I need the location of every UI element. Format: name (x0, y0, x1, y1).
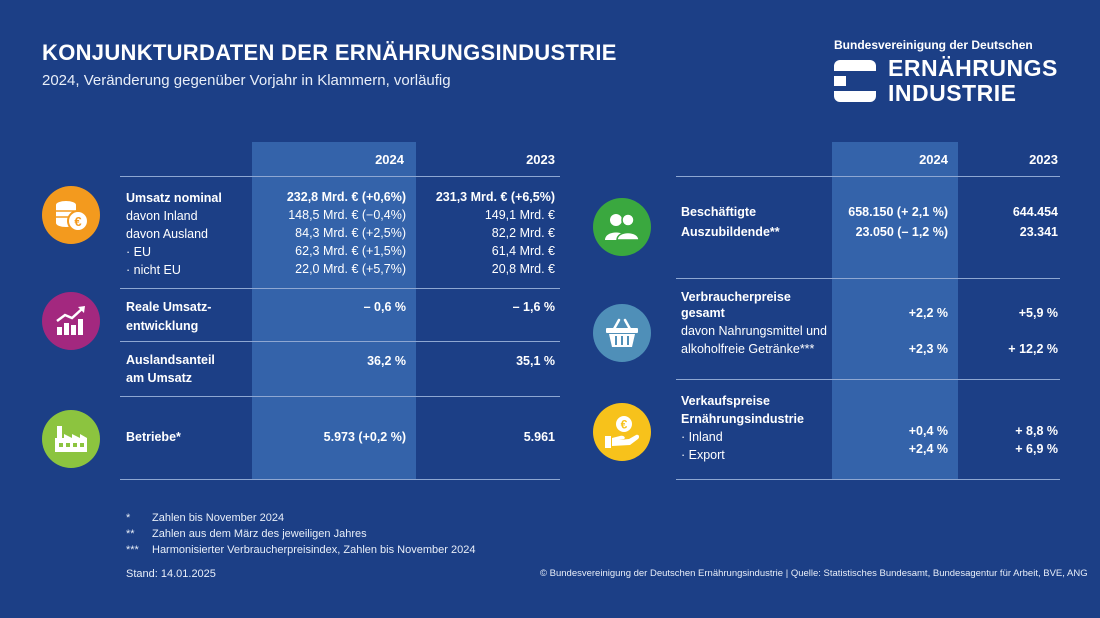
source-note: © Bundesvereinigung der Deutschen Ernähr… (540, 568, 1088, 579)
umsatz-nominal-2023: 231,3 Mrd. € (+6,5%) (435, 190, 555, 204)
verkauf-export-2024: +2,4 % (908, 442, 948, 456)
left-col-2023: 2023 (526, 152, 555, 167)
verbraucherpreise-2023: +5,9 % (1018, 306, 1058, 320)
verbraucherpreise-2024: +2,2 % (908, 306, 948, 320)
umsatz-inland-2024: 148,5 Mrd. € (−0,4%) (288, 208, 406, 222)
page-title: KONJUNKTURDATEN DER ERNÄHRUNGSINDUSTRIE (42, 40, 617, 65)
divider (676, 176, 1060, 177)
svg-text:€: € (74, 214, 81, 229)
logo-word-1: ERNÄHRUNGS (888, 55, 1058, 81)
page-subtitle: 2024, Veränderung gegenüber Vorjahr in K… (42, 72, 451, 89)
divider (120, 396, 560, 397)
logo-tagline: Bundesvereinigung der Deutschen (834, 38, 1033, 52)
footnote-mark: ** (126, 528, 135, 540)
right-2024-highlight (832, 142, 958, 480)
umsatz-nicht-eu-2023: 20,8 Mrd. € (491, 262, 555, 276)
verkauf-inland-2023: + 8,8 % (1015, 424, 1058, 438)
umsatz-inland-2023: 149,1 Mrd. € (484, 208, 555, 222)
umsatz-nicht-eu-label: · nicht EU (126, 263, 181, 277)
footnote-mark: *** (126, 544, 139, 556)
umsatz-eu-label: · EU (126, 245, 151, 259)
nahrungsmittel-2024: +2,3 % (908, 342, 948, 356)
umsatz-nominal-label: Umsatz nominal (126, 191, 222, 205)
left-2024-highlight (252, 142, 416, 480)
footnote-text: Zahlen aus dem März des jeweiligen Jahre… (152, 528, 367, 540)
divider (120, 479, 560, 480)
nahrungsmittel-2023: + 12,2 % (1008, 342, 1058, 356)
auslandsanteil-label-2: am Umsatz (126, 371, 192, 385)
divider (120, 176, 560, 177)
verkauf-export-label: · Export (681, 448, 725, 462)
verbraucherpreise-label-2: gesamt (681, 306, 725, 320)
beschaeftigte-2023: 644.454 (1012, 205, 1058, 219)
coins-euro-icon: € (42, 186, 100, 244)
real-umsatz-2024: – 0,6 % (363, 300, 406, 314)
betriebe-2023: 5.961 (523, 430, 555, 444)
left-col-2024: 2024 (375, 152, 404, 167)
auslandsanteil-2024: 36,2 % (367, 354, 406, 368)
basket-icon (593, 304, 651, 362)
beschaeftigte-2024: 658.150 (+ 2,1 %) (848, 205, 948, 219)
logo-word-2: INDUSTRIE (888, 80, 1017, 106)
beschaeftigte-label: Beschäftigte (681, 205, 757, 219)
auszubildende-label: Auszubildende** (681, 225, 780, 239)
divider (120, 288, 560, 289)
umsatz-ausland-2023: 82,2 Mrd. € (491, 226, 555, 240)
verkaufspreise-label-1: Verkaufspreise (681, 394, 770, 408)
stand-date: Stand: 14.01.2025 (126, 568, 216, 580)
people-icon (593, 198, 651, 256)
footnote-text: Harmonisierter Verbraucherpreisindex, Za… (152, 544, 476, 556)
real-umsatz-label-1: Reale Umsatz- (126, 300, 212, 314)
umsatz-ausland-2024: 84,3 Mrd. € (+2,5%) (295, 226, 406, 240)
umsatz-ausland-label: davon Ausland (126, 227, 209, 241)
auslandsanteil-label-1: Auslandsanteil (126, 353, 215, 367)
nahrungsmittel-label-2: alkoholfreie Getränke*** (681, 342, 815, 356)
divider (676, 479, 1060, 480)
verbraucherpreise-label-1: Verbraucherpreise (681, 290, 791, 304)
divider (120, 341, 560, 342)
right-col-2024: 2024 (919, 152, 948, 167)
verkauf-inland-2024: +0,4 % (908, 424, 948, 438)
factory-icon (42, 410, 100, 468)
verkauf-export-2023: + 6,9 % (1015, 442, 1058, 456)
hand-euro-icon: € (593, 403, 651, 461)
footnote-text: Zahlen bis November 2024 (152, 512, 285, 524)
svg-text:€: € (621, 418, 628, 432)
auslandsanteil-2023: 35,1 % (516, 354, 555, 368)
auszubildende-2024: 23.050 (– 1,2 %) (855, 225, 948, 239)
divider (676, 379, 1060, 380)
nahrungsmittel-label-1: davon Nahrungsmittel und (681, 324, 827, 338)
umsatz-nicht-eu-2024: 22,0 Mrd. € (+5,7%) (295, 262, 406, 276)
divider (676, 278, 1060, 279)
right-col-2023: 2023 (1029, 152, 1058, 167)
umsatz-eu-2023: 61,4 Mrd. € (491, 244, 555, 258)
verkauf-inland-label: · Inland (681, 430, 723, 444)
betriebe-2024: 5.973 (+0,2 %) (323, 430, 406, 444)
bve-logo-icon (834, 60, 876, 102)
betriebe-label: Betriebe* (126, 430, 181, 444)
auszubildende-2023: 23.341 (1019, 225, 1058, 239)
real-umsatz-2023: – 1,6 % (512, 300, 555, 314)
growth-chart-icon (42, 292, 100, 350)
umsatz-inland-label: davon Inland (126, 209, 198, 223)
real-umsatz-label-2: entwicklung (126, 319, 199, 333)
footnote-mark: * (126, 512, 131, 524)
umsatz-eu-2024: 62,3 Mrd. € (+1,5%) (295, 244, 406, 258)
umsatz-nominal-2024: 232,8 Mrd. € (+0,6%) (286, 190, 406, 204)
verkaufspreise-label-2: Ernährungsindustrie (681, 412, 804, 426)
